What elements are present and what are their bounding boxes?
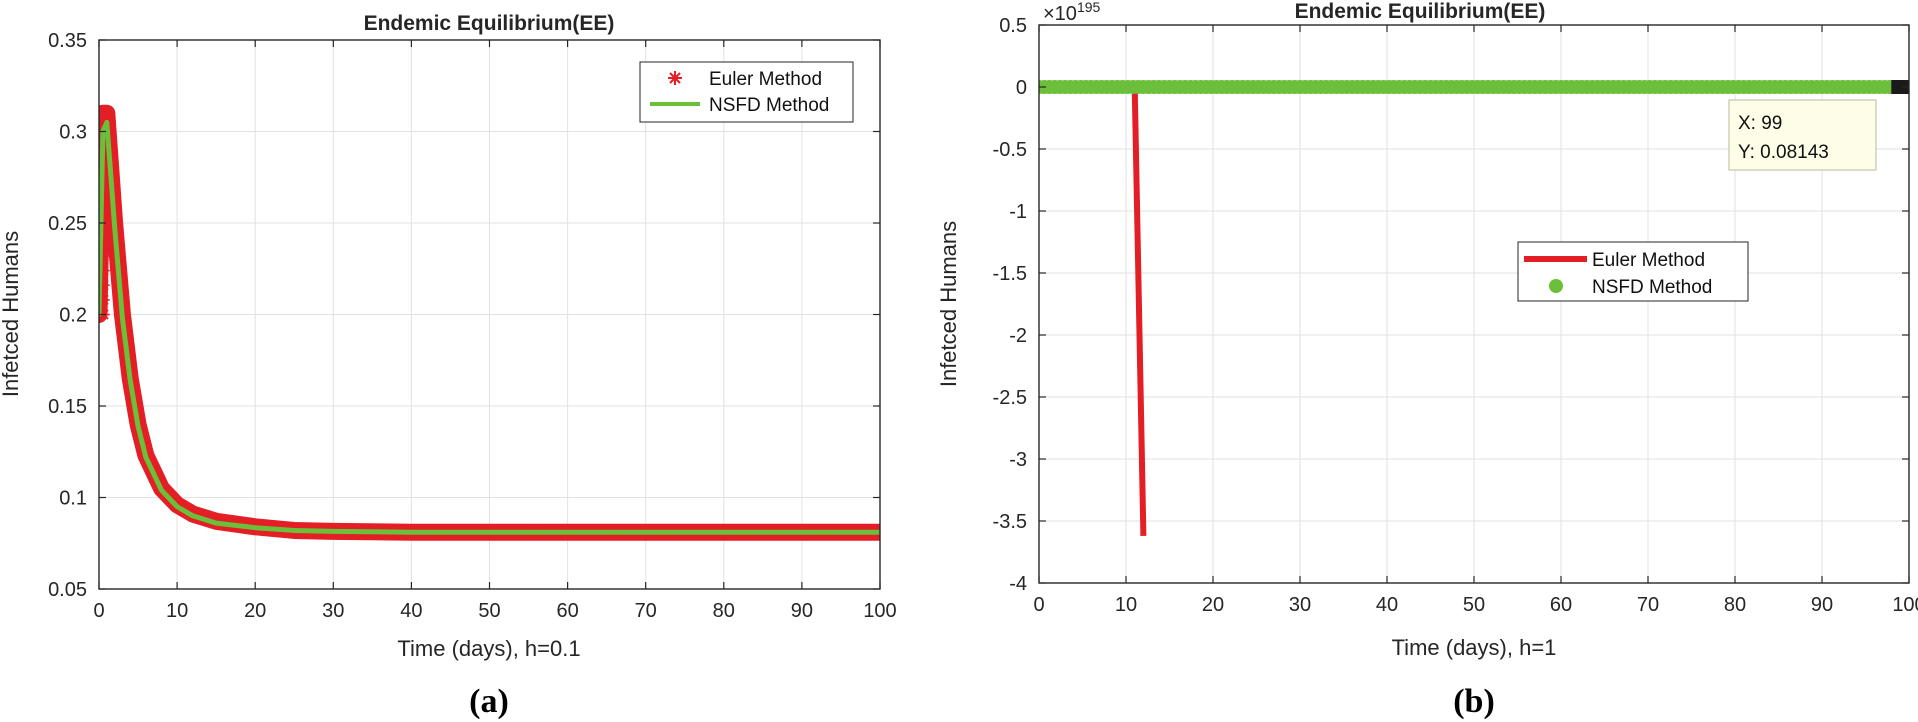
y-tick-label: 0.5 <box>999 15 1027 37</box>
x-tick-label: 30 <box>1289 594 1311 616</box>
y-tick-label: 0.25 <box>48 213 87 235</box>
x-tick-label: 100 <box>863 600 896 622</box>
x-tick-label: 40 <box>400 600 422 622</box>
y-axis-label-b: Infetced Humans <box>936 221 961 387</box>
y-tick-label: 0.2 <box>59 305 87 327</box>
y-tick-label: 0.15 <box>48 396 87 418</box>
x-tick-label: 60 <box>1550 594 1572 616</box>
panel-caption-a: (a) <box>469 683 509 720</box>
datatip-anchor <box>1891 80 1909 94</box>
y-exponent-b: ×10195 <box>1043 0 1101 25</box>
legend-euler-label-b: Euler Method <box>1592 250 1705 271</box>
y-axis-label-a: Infetced Humans <box>0 231 23 397</box>
plot-area-b <box>1039 80 1909 536</box>
y-tick-label: -3 <box>1009 449 1027 471</box>
x-axis-label-a: Time (days), h=0.1 <box>397 636 580 661</box>
x-tick-label: 50 <box>1463 594 1485 616</box>
ticks-b: 0 10 20 30 40 50 60 70 80 90 100 -4 -3.5 -3 -2.5 -2 -1.5… <box>993 15 1918 616</box>
x-tick-label: 0 <box>93 600 104 622</box>
x-tick-label: 70 <box>635 600 657 622</box>
y-tick-label: 0.35 <box>48 30 87 52</box>
x-tick-label: 100 <box>1892 594 1918 616</box>
x-tick-label: 10 <box>1115 594 1137 616</box>
legend-nsfd-marker-b <box>1549 279 1563 293</box>
series-euler-line <box>1039 84 1147 536</box>
datatip-x-text-b: X: 99 <box>1738 113 1782 134</box>
y-tick-label: -3.5 <box>993 511 1027 533</box>
y-tick-label: 0.1 <box>59 488 87 510</box>
datatip-b: X: 99 Y: 0.08143 <box>1728 99 1877 171</box>
x-tick-label: 90 <box>791 600 813 622</box>
y-tick-label: -0.5 <box>993 139 1027 161</box>
x-tick-label: 30 <box>322 600 344 622</box>
plot-area-a <box>99 104 880 541</box>
x-tick-label: 20 <box>244 600 266 622</box>
datatip-box-b <box>1728 99 1877 171</box>
y-tick-label: -1 <box>1009 201 1027 223</box>
x-tick-label: 0 <box>1033 594 1044 616</box>
x-tick-label: 80 <box>1724 594 1746 616</box>
legend-nsfd-label-a: NSFD Method <box>709 95 829 116</box>
x-tick-label: 70 <box>1637 594 1659 616</box>
legend-nsfd-label-b: NSFD Method <box>1592 277 1712 298</box>
x-tick-label: 60 <box>556 600 578 622</box>
x-axis-label-b: Time (days), h=1 <box>1392 635 1557 660</box>
panel-b: 0 10 20 30 40 50 60 70 80 90 100 -4 -3.5 -3 -2.5 -2 -1.5… <box>936 0 1918 720</box>
x-tick-label: 20 <box>1202 594 1224 616</box>
y-tick-label: -1.5 <box>993 263 1027 285</box>
x-tick-label: 50 <box>478 600 500 622</box>
chart-title-a: Endemic Equilibrium(EE) <box>364 12 615 35</box>
panel-caption-b: (b) <box>1453 683 1495 720</box>
y-tick-label: -2 <box>1009 325 1027 347</box>
panel-a: 0 10 20 30 40 50 60 70 80 90 100 0.05 0.1 0.15 0.2 0.25… <box>0 12 897 720</box>
ticks-a: 0 10 20 30 40 50 60 70 80 90 100 0.05 0.1 0.15 0.2 0.25… <box>48 30 897 622</box>
asterisk-stroke <box>99 309 105 316</box>
datatip-y-text-b: Y: 0.08143 <box>1738 142 1829 163</box>
x-tick-label: 10 <box>166 600 188 622</box>
x-tick-label: 90 <box>1811 594 1833 616</box>
x-tick-label: 80 <box>713 600 735 622</box>
y-tick-label: -2.5 <box>993 387 1027 409</box>
legend-a: Euler Method NSFD Method <box>639 61 854 123</box>
grid-a <box>99 40 880 589</box>
y-tick-label: 0.05 <box>48 579 87 601</box>
legend-euler-marker-a <box>668 71 682 85</box>
y-tick-label: 0.3 <box>59 122 87 144</box>
chart-title-b: Endemic Equilibrium(EE) <box>1295 0 1546 23</box>
x-tick-label: 40 <box>1376 594 1398 616</box>
legend-euler-label-a: Euler Method <box>709 69 822 90</box>
y-tick-label: -4 <box>1009 573 1027 595</box>
asterisk-stroke <box>99 313 105 320</box>
legend-b: Euler Method NSFD Method <box>1517 241 1749 302</box>
series-nsfd-line <box>99 119 880 535</box>
y-tick-label: 0 <box>1016 77 1027 99</box>
